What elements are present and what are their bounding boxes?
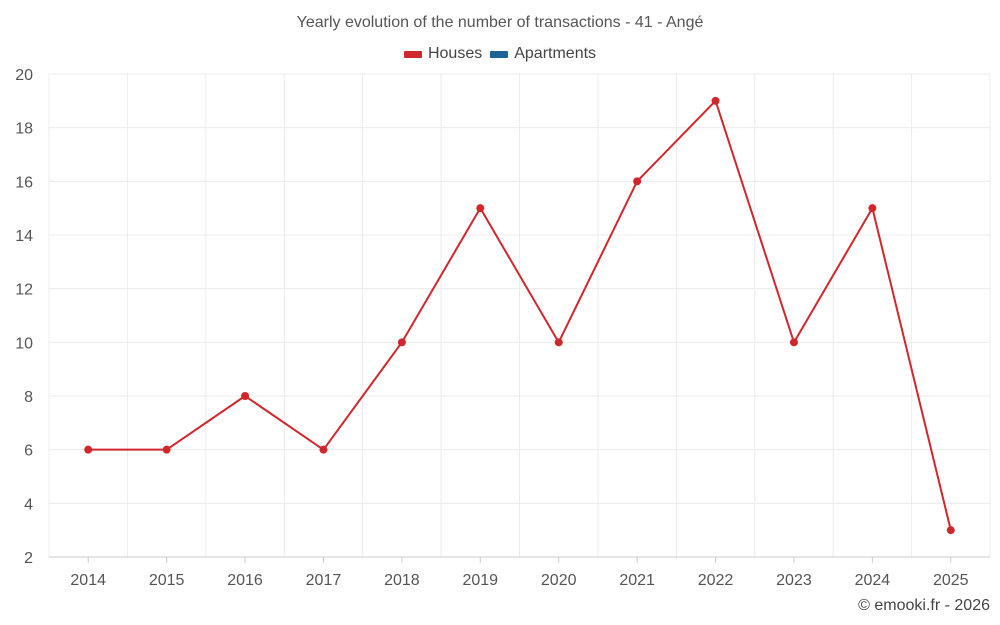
data-point-houses-2018 [397, 338, 406, 347]
x-tick-label: 2016 [227, 572, 263, 589]
y-tick-label: 16 [15, 174, 33, 191]
data-point-houses-2023 [789, 338, 798, 347]
data-point-houses-2019 [476, 204, 485, 213]
x-tick-label: 2025 [933, 572, 969, 589]
x-tick-label: 2017 [306, 572, 342, 589]
legend-swatch-apartments [490, 50, 509, 58]
x-tick-label: 2022 [698, 572, 734, 589]
x-tick-label: 2018 [384, 572, 420, 589]
legend-label-apartments: Apartments [514, 45, 597, 62]
y-tick-label: 4 [24, 496, 33, 513]
series-line-houses [88, 99, 952, 531]
data-point-houses-2024 [868, 204, 877, 213]
x-tick-label: 2020 [541, 572, 577, 589]
y-tick-label: 18 [15, 121, 33, 138]
x-tick-label: 2024 [855, 572, 891, 589]
data-point-houses-2015 [162, 445, 171, 454]
credit-text: © emooki.fr - 2026 [858, 597, 990, 614]
x-tick-label: 2014 [70, 572, 106, 589]
chart-legend: Houses Apartments [0, 45, 1000, 63]
y-tick-label: 12 [15, 282, 33, 299]
y-tick-label: 10 [15, 335, 33, 352]
chart-title: Yearly evolution of the number of transa… [296, 14, 704, 31]
x-tick-label: 2023 [776, 572, 812, 589]
data-point-houses-2020 [554, 338, 563, 347]
data-point-houses-2017 [319, 445, 328, 454]
x-tick-label: 2019 [462, 572, 498, 589]
data-point-houses-2016 [241, 392, 250, 400]
legend-label-houses: Houses [427, 45, 483, 62]
x-tick-label: 2015 [149, 572, 185, 589]
y-tick-label: 8 [24, 389, 33, 406]
data-point-houses-2021 [633, 177, 642, 186]
y-tick-label: 14 [15, 228, 33, 245]
legend-swatch-houses [403, 50, 422, 58]
data-point-houses-2025 [946, 526, 955, 535]
data-point-houses-2022 [711, 96, 720, 105]
y-tick-label: 6 [24, 443, 33, 460]
data-point-houses-2014 [84, 445, 93, 454]
y-tick-label: 2 [24, 550, 33, 567]
y-tick-label: 20 [15, 67, 33, 84]
legend-item-apartments[interactable]: Apartments [490, 45, 596, 63]
legend-item-houses[interactable]: Houses [403, 45, 483, 63]
x-tick-label: 2021 [619, 572, 655, 589]
